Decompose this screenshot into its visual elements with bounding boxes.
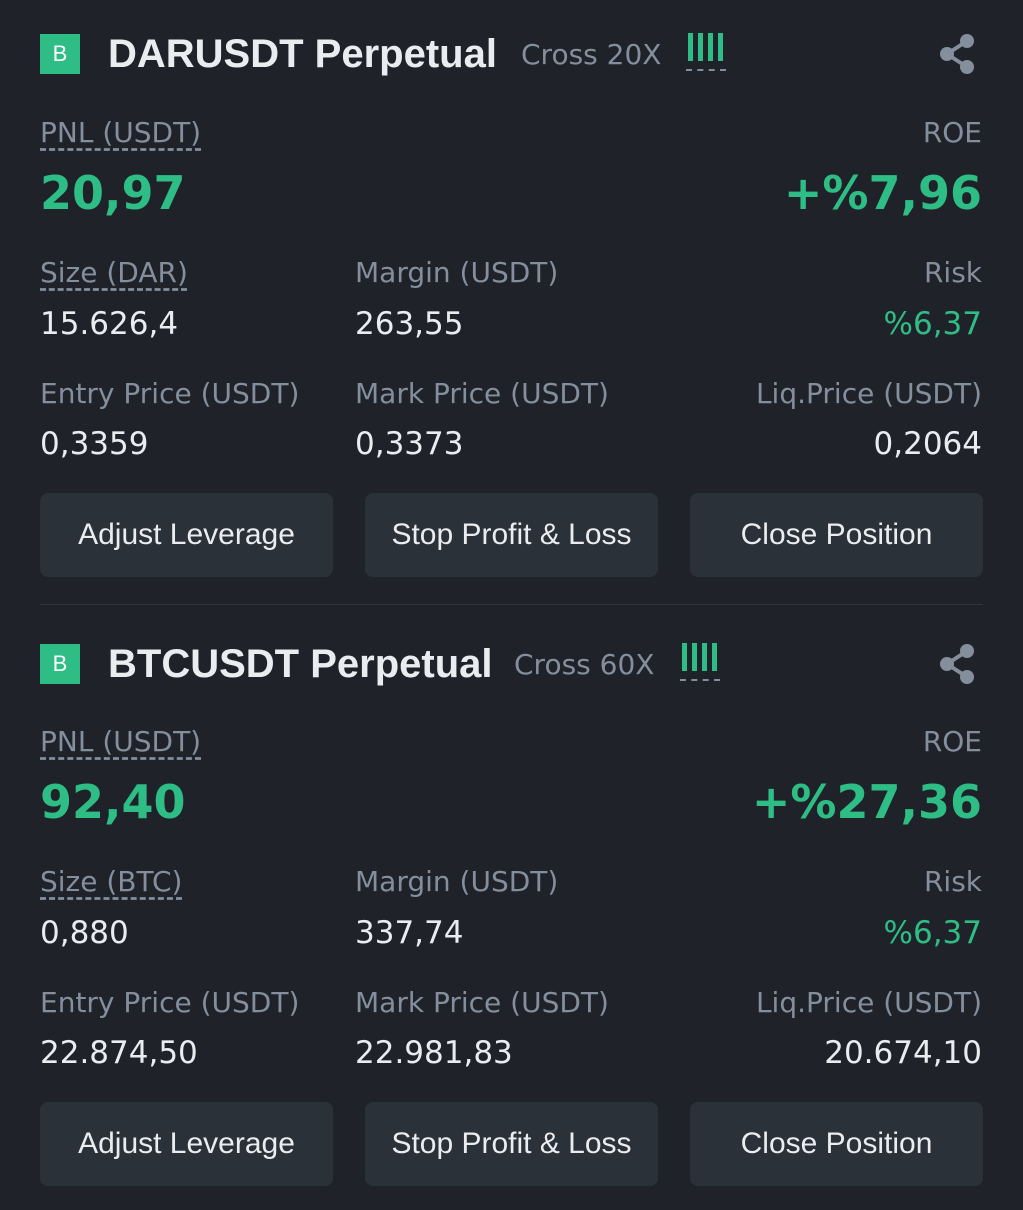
symbol-title[interactable]: DARUSDT Perpetual [108, 32, 497, 76]
liq-price-value: 20.674,10 [824, 1035, 982, 1071]
pnl-label[interactable]: PNL (USDT) [40, 725, 202, 758]
stop-profit-loss-button[interactable]: Stop Profit & Loss [365, 493, 658, 577]
liq-price-value: 0,2064 [873, 426, 982, 462]
bars-icon[interactable] [680, 643, 720, 681]
size-label[interactable]: Size (DAR) [40, 256, 188, 289]
margin-value: 263,55 [355, 306, 464, 342]
bars-icon[interactable] [686, 33, 726, 71]
close-position-button[interactable]: Close Position [690, 1102, 983, 1186]
roe-label: ROE [922, 725, 982, 758]
risk-label: Risk [923, 256, 982, 289]
roe-label: ROE [922, 116, 982, 149]
entry-price-label: Entry Price (USDT) [40, 986, 300, 1019]
risk-value: %6,37 [883, 915, 982, 951]
roe-value: +%27,36 [751, 775, 982, 829]
close-position-button[interactable]: Close Position [690, 493, 983, 577]
position-card-darusdt: B DARUSDT Perpetual Cross 20X PNL (USDT)… [0, 0, 1023, 600]
size-label[interactable]: Size (BTC) [40, 865, 183, 898]
mark-price-label: Mark Price (USDT) [355, 377, 609, 410]
stop-profit-loss-button[interactable]: Stop Profit & Loss [365, 1102, 658, 1186]
size-value: 0,880 [40, 915, 129, 951]
entry-price-label: Entry Price (USDT) [40, 377, 300, 410]
side-badge: B [40, 644, 80, 684]
pnl-value: 92,40 [40, 775, 186, 829]
pnl-value: 20,97 [40, 166, 186, 220]
pnl-label[interactable]: PNL (USDT) [40, 116, 202, 149]
liq-price-label: Liq.Price (USDT) [755, 986, 982, 1019]
adjust-leverage-button[interactable]: Adjust Leverage [40, 493, 333, 577]
margin-label: Margin (USDT) [355, 256, 559, 289]
size-value: 15.626,4 [40, 306, 179, 342]
margin-mode-leverage[interactable]: Cross 20X [521, 38, 662, 71]
share-icon[interactable] [935, 32, 979, 76]
mark-price-value: 22.981,83 [355, 1035, 513, 1071]
side-badge: B [40, 34, 80, 74]
position-card-btcusdt: B BTCUSDT Perpetual Cross 60X PNL (USDT)… [0, 610, 1023, 1210]
roe-value: +%7,96 [783, 166, 982, 220]
risk-label: Risk [923, 865, 982, 898]
risk-value: %6,37 [883, 306, 982, 342]
margin-label: Margin (USDT) [355, 865, 559, 898]
margin-mode-leverage[interactable]: Cross 60X [514, 648, 655, 681]
entry-price-value: 22.874,50 [40, 1035, 198, 1071]
entry-price-value: 0,3359 [40, 426, 149, 462]
mark-price-label: Mark Price (USDT) [355, 986, 609, 1019]
margin-value: 337,74 [355, 915, 464, 951]
symbol-title[interactable]: BTCUSDT Perpetual [108, 642, 493, 686]
liq-price-label: Liq.Price (USDT) [755, 377, 982, 410]
divider [40, 604, 983, 605]
share-icon[interactable] [935, 642, 979, 686]
adjust-leverage-button[interactable]: Adjust Leverage [40, 1102, 333, 1186]
mark-price-value: 0,3373 [355, 426, 464, 462]
